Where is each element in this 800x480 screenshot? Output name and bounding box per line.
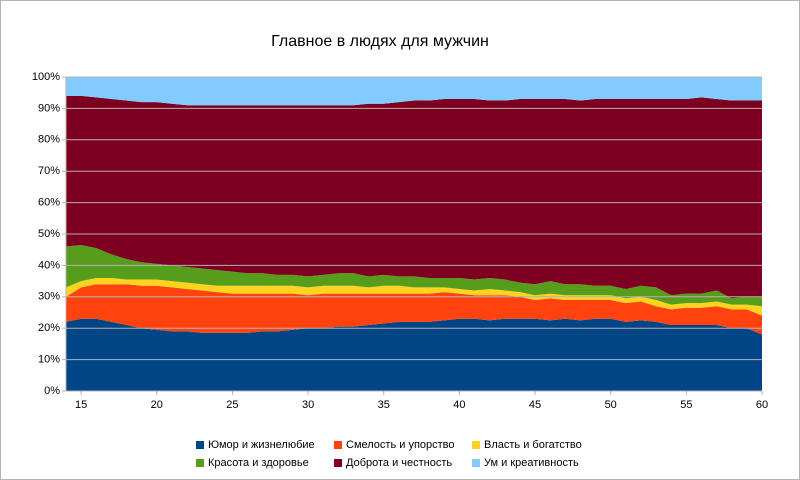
y-tick-label: 40% (38, 259, 60, 271)
x-tick-label: 60 (756, 399, 768, 411)
x-tick-label: 55 (680, 399, 692, 411)
x-tick-label: 25 (226, 399, 238, 411)
area (66, 277, 762, 316)
legend-label: Доброта и честность (346, 457, 452, 469)
y-tick-label: 70% (38, 165, 60, 177)
y-tick-label: 60% (38, 197, 60, 209)
legend-swatch (472, 459, 480, 467)
y-tick-label: 0% (44, 385, 60, 397)
area (66, 77, 762, 106)
y-tick-label: 30% (38, 291, 60, 303)
x-tick-label: 15 (75, 399, 87, 411)
chart-title: Главное в людях для мужчин (271, 33, 489, 50)
y-tick-label: 50% (38, 228, 60, 240)
x-tick-label: 35 (378, 399, 390, 411)
x-tick-label: 45 (529, 399, 541, 411)
y-tick-label: 20% (38, 322, 60, 334)
legend-label: Красота и здоровье (208, 457, 309, 469)
legend-swatch (196, 441, 204, 449)
legend-label: Ум и креативность (484, 457, 579, 469)
legend-swatch (196, 459, 204, 467)
x-tick-label: 40 (453, 399, 465, 411)
x-tick-label: 20 (151, 399, 163, 411)
x-tick-label: 30 (302, 399, 314, 411)
legend-label: Юмор и жизнелюбие (208, 439, 315, 451)
legend-label: Власть и богатство (484, 439, 582, 451)
y-tick-label: 10% (38, 354, 60, 366)
legend-swatch (334, 441, 342, 449)
area (66, 318, 762, 391)
legend-swatch (334, 459, 342, 467)
y-tick-label: 80% (38, 134, 60, 146)
y-tick-label: 100% (32, 71, 60, 83)
area (66, 244, 762, 307)
area (66, 95, 762, 299)
legend-label: Смелость и упорство (346, 439, 455, 451)
legend-swatch (472, 441, 480, 449)
x-tick-label: 50 (605, 399, 617, 411)
y-tick-label: 90% (38, 102, 60, 114)
